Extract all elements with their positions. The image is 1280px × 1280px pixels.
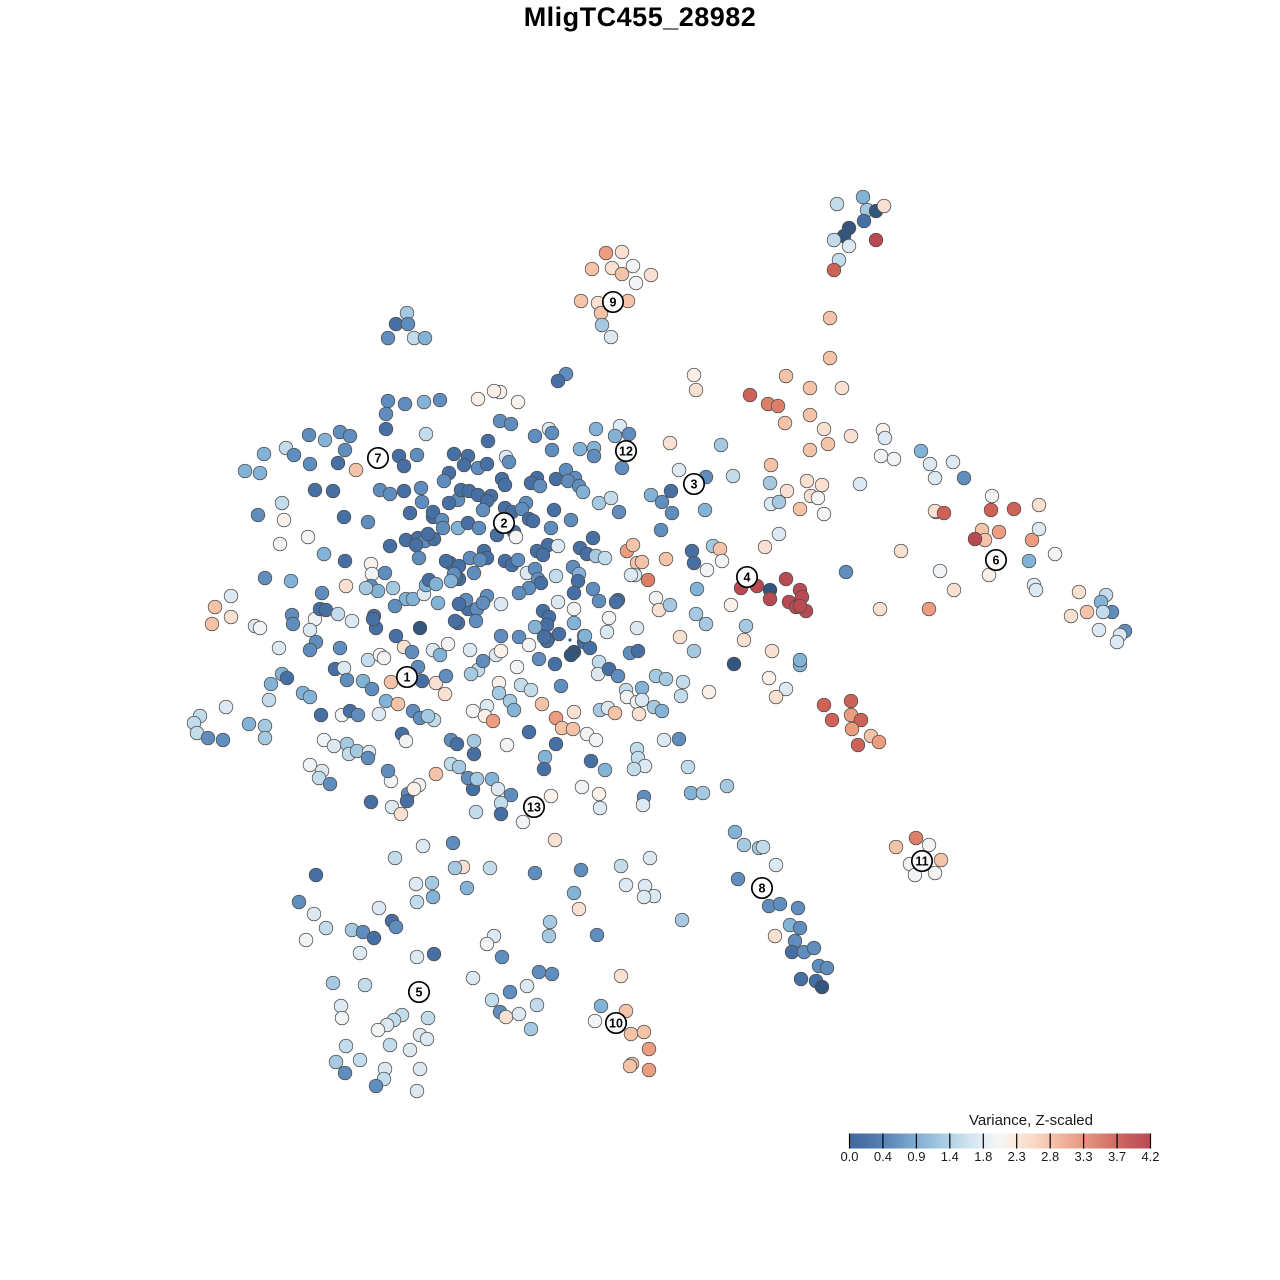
svg-text:1.4: 1.4 <box>941 1149 959 1164</box>
svg-text:5: 5 <box>416 986 423 1000</box>
svg-text:3.7: 3.7 <box>1108 1149 1126 1164</box>
svg-text:1: 1 <box>404 671 411 685</box>
svg-text:4.2: 4.2 <box>1141 1149 1159 1164</box>
svg-text:6: 6 <box>993 554 1000 568</box>
svg-text:1.8: 1.8 <box>974 1149 992 1164</box>
svg-text:0.0: 0.0 <box>840 1149 858 1164</box>
svg-text:3.3: 3.3 <box>1075 1149 1093 1164</box>
svg-text:Variance, Z-scaled: Variance, Z-scaled <box>969 1112 1093 1129</box>
svg-text:0.9: 0.9 <box>907 1149 925 1164</box>
svg-text:7: 7 <box>375 452 382 466</box>
svg-text:4: 4 <box>744 571 751 585</box>
svg-text:12: 12 <box>619 445 633 459</box>
svg-text:0.4: 0.4 <box>874 1149 892 1164</box>
svg-text:13: 13 <box>527 801 541 815</box>
svg-text:3: 3 <box>691 478 698 492</box>
svg-text:2: 2 <box>501 517 508 531</box>
svg-text:8: 8 <box>759 882 766 896</box>
svg-text:9: 9 <box>610 296 617 310</box>
svg-text:2.3: 2.3 <box>1008 1149 1026 1164</box>
svg-text:10: 10 <box>609 1017 623 1031</box>
svg-text:MligTC455_28982: MligTC455_28982 <box>524 2 757 32</box>
svg-text:2.8: 2.8 <box>1041 1149 1059 1164</box>
svg-text:11: 11 <box>915 855 928 869</box>
